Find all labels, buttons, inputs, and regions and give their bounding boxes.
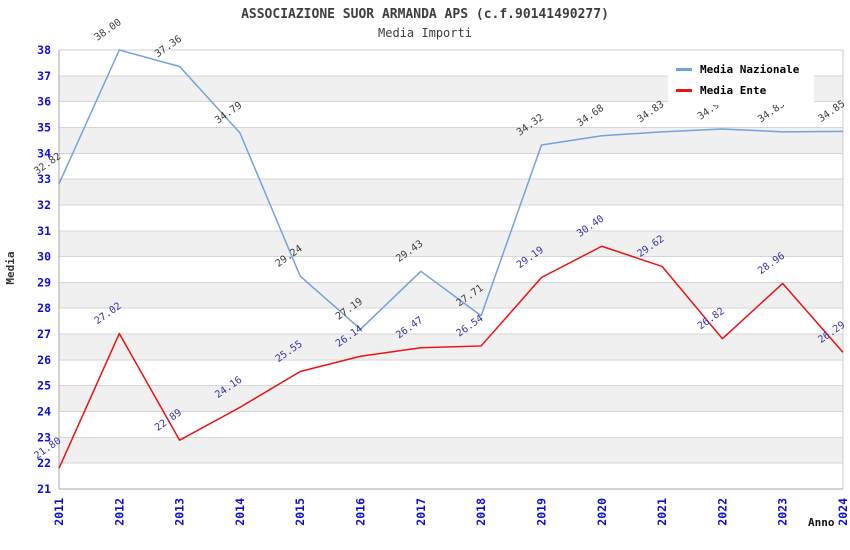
- x-tick-label: 2017: [414, 498, 428, 526]
- y-tick-label: 38: [37, 43, 51, 57]
- x-tick-label: 2024: [836, 498, 850, 526]
- x-tick-label: 2016: [354, 498, 368, 526]
- x-tick-label: 2020: [595, 498, 609, 526]
- y-tick-label: 32: [37, 198, 51, 212]
- x-tick-label: 2012: [112, 498, 126, 526]
- data-label-media-nazionale: 34.83: [635, 99, 666, 125]
- plot-band: [59, 282, 843, 309]
- x-tick-label: 2014: [233, 498, 247, 526]
- legend: Media Nazionale Media Ente: [668, 55, 814, 105]
- x-tick-label: 2013: [173, 498, 187, 526]
- x-tick-label: 2015: [293, 498, 307, 526]
- data-label-media-nazionale: 34.79: [213, 100, 244, 126]
- y-tick-label: 29: [37, 275, 51, 289]
- plot-band: [59, 437, 843, 464]
- y-tick-label: 34: [37, 146, 51, 160]
- chart-subtitle: Media Importi: [378, 26, 472, 40]
- plot-band: [59, 230, 843, 257]
- y-tick-label: 25: [37, 379, 51, 393]
- y-tick-label: 27: [37, 327, 51, 341]
- chart-title: ASSOCIAZIONE SUOR ARMANDA APS (c.f.90141…: [241, 7, 609, 22]
- x-tick-label: 2011: [52, 498, 66, 526]
- legend-line-icon-media-nazionale: [676, 68, 692, 71]
- legend-item-media-nazionale: Media Nazionale: [676, 63, 814, 76]
- series-line-media-nazionale: [58, 49, 844, 330]
- y-tick-label: 30: [37, 250, 51, 264]
- y-axis-title: Media: [4, 251, 17, 285]
- legend-label-media-nazionale: Media Nazionale: [700, 63, 800, 76]
- plot-band: [59, 127, 843, 154]
- x-tick-label: 2018: [474, 498, 488, 526]
- y-tick-label: 24: [37, 405, 51, 419]
- x-tick-label: 2023: [776, 498, 790, 526]
- data-label-media-nazionale: 34.68: [575, 103, 606, 129]
- legend-label-media-ente: Media Ente: [700, 84, 767, 97]
- y-tick-label: 37: [37, 69, 51, 83]
- y-tick-label: 31: [37, 224, 51, 238]
- y-tick-label: 21: [37, 482, 51, 496]
- x-tick-label: 2022: [715, 498, 729, 526]
- y-tick-label: 22: [37, 456, 51, 470]
- legend-item-media-ente: Media Ente: [676, 84, 814, 97]
- series-line-media-ente: [58, 245, 844, 469]
- y-tick-label: 28: [37, 301, 51, 315]
- x-tick-label: 2021: [655, 498, 669, 526]
- legend-line-icon-media-ente: [676, 89, 692, 92]
- x-axis-title: Anno: [808, 516, 835, 529]
- x-tick-label: 2019: [534, 498, 548, 526]
- y-tick-label: 26: [37, 353, 51, 367]
- plot-band: [59, 385, 843, 412]
- y-tick-label: 33: [37, 172, 51, 186]
- y-tick-label: 36: [37, 95, 51, 109]
- y-tick-label: 35: [37, 120, 51, 134]
- y-tick-label: 23: [37, 430, 51, 444]
- plot-band: [59, 179, 843, 205]
- data-label-media-ente: 26.82: [696, 306, 727, 332]
